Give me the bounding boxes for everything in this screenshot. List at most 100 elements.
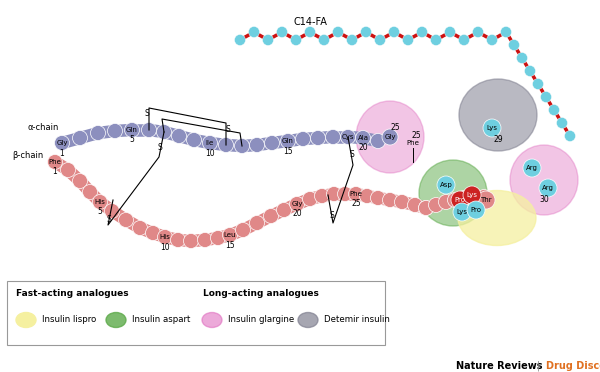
Circle shape: [203, 135, 218, 151]
Circle shape: [223, 228, 238, 243]
Circle shape: [290, 35, 302, 45]
Text: 25: 25: [411, 131, 421, 140]
Circle shape: [416, 26, 427, 38]
Circle shape: [509, 39, 520, 51]
Text: 1: 1: [59, 148, 64, 157]
Circle shape: [277, 26, 287, 38]
Circle shape: [565, 131, 575, 141]
Ellipse shape: [419, 160, 487, 226]
Ellipse shape: [16, 312, 36, 327]
Text: 25: 25: [351, 199, 361, 208]
Text: |: |: [536, 361, 539, 371]
Circle shape: [361, 26, 371, 38]
Circle shape: [235, 222, 251, 237]
Text: S: S: [158, 143, 163, 152]
Circle shape: [290, 196, 305, 212]
Circle shape: [281, 134, 296, 148]
Text: Lys: Lys: [457, 209, 467, 215]
Text: Lys: Lys: [487, 125, 497, 131]
Circle shape: [125, 122, 139, 138]
Circle shape: [487, 35, 497, 45]
Circle shape: [341, 129, 355, 144]
Circle shape: [473, 26, 484, 38]
Text: Phe: Phe: [350, 191, 362, 197]
Text: Gly: Gly: [56, 140, 68, 146]
Circle shape: [389, 26, 400, 38]
Circle shape: [371, 190, 386, 205]
Ellipse shape: [459, 79, 537, 151]
FancyBboxPatch shape: [7, 281, 385, 345]
Circle shape: [467, 201, 485, 219]
Text: Insulin lispro: Insulin lispro: [42, 315, 96, 324]
Circle shape: [61, 163, 76, 177]
Circle shape: [235, 138, 250, 154]
Text: β-chain: β-chain: [12, 151, 43, 160]
Text: 29: 29: [493, 135, 503, 144]
Circle shape: [250, 215, 265, 231]
Circle shape: [263, 208, 278, 224]
Text: Insulin aspart: Insulin aspart: [132, 315, 190, 324]
Text: Thr: Thr: [480, 197, 492, 203]
Text: Fast-acting analogues: Fast-acting analogues: [16, 289, 128, 298]
Text: Long-acting analogues: Long-acting analogues: [203, 289, 319, 298]
Circle shape: [277, 202, 292, 218]
Text: 20: 20: [292, 209, 302, 218]
Ellipse shape: [202, 312, 222, 327]
Circle shape: [463, 186, 481, 204]
Circle shape: [403, 35, 413, 45]
Circle shape: [157, 230, 173, 244]
Circle shape: [349, 186, 364, 202]
Text: His: His: [160, 234, 170, 240]
Text: Ile: Ile: [206, 140, 214, 146]
Text: S: S: [329, 211, 334, 220]
Text: C14-FA: C14-FA: [293, 17, 327, 27]
Circle shape: [458, 35, 470, 45]
Text: Gly: Gly: [291, 201, 303, 207]
Text: 10: 10: [205, 148, 215, 157]
Circle shape: [419, 201, 433, 215]
Text: 1: 1: [53, 167, 58, 176]
Text: Leu: Leu: [224, 232, 236, 238]
Circle shape: [119, 212, 133, 228]
Circle shape: [235, 35, 245, 45]
Circle shape: [382, 129, 398, 145]
Circle shape: [347, 35, 358, 45]
Circle shape: [557, 118, 568, 128]
Circle shape: [172, 128, 187, 144]
Text: Pro: Pro: [455, 197, 466, 203]
Circle shape: [73, 131, 88, 145]
Circle shape: [73, 173, 88, 189]
Text: S: S: [226, 125, 230, 134]
Circle shape: [439, 195, 454, 209]
Text: Detemir insulin: Detemir insulin: [324, 315, 390, 324]
Text: S: S: [107, 215, 112, 224]
Text: S: S: [350, 150, 355, 159]
Circle shape: [395, 195, 409, 209]
Text: Lys: Lys: [467, 192, 478, 198]
Text: 5: 5: [130, 135, 134, 144]
Text: Asp: Asp: [440, 182, 452, 188]
Text: Phe: Phe: [407, 140, 419, 146]
Circle shape: [448, 192, 463, 208]
Circle shape: [517, 52, 527, 64]
Ellipse shape: [510, 145, 578, 215]
Circle shape: [104, 203, 119, 218]
Circle shape: [184, 234, 199, 248]
Text: Phe: Phe: [49, 159, 61, 165]
Text: S: S: [145, 109, 149, 119]
Circle shape: [265, 135, 280, 151]
Circle shape: [197, 232, 212, 247]
Text: Ala: Ala: [358, 135, 368, 141]
Circle shape: [314, 189, 329, 203]
Circle shape: [170, 232, 185, 247]
Circle shape: [476, 189, 491, 205]
Circle shape: [311, 131, 325, 145]
Text: α-chain: α-chain: [28, 124, 59, 132]
Circle shape: [371, 134, 386, 148]
Circle shape: [211, 231, 226, 246]
Text: 5: 5: [98, 208, 103, 217]
Circle shape: [483, 119, 501, 137]
Text: Arg: Arg: [526, 165, 538, 171]
Circle shape: [419, 201, 433, 215]
Text: 15: 15: [283, 147, 293, 155]
